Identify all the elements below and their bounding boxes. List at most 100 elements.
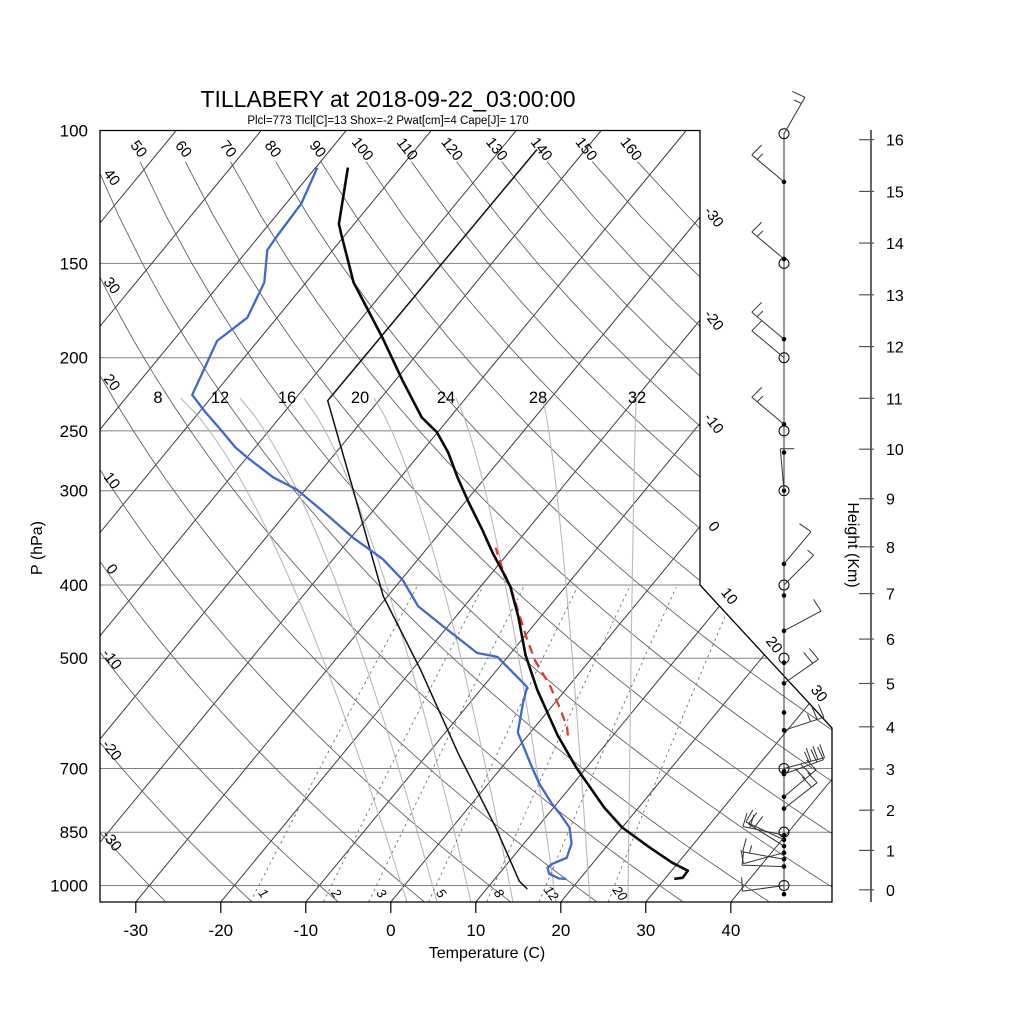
wind-barb <box>783 599 822 632</box>
temp-tick-label: 40 <box>721 921 740 940</box>
dry-adiabat-top-label: 50 <box>127 137 151 161</box>
dry-adiabat-top-label: 160 <box>616 134 645 164</box>
height-tick-label: 14 <box>886 236 904 253</box>
wind-barb <box>783 746 824 775</box>
height-tick-label: 10 <box>886 442 904 459</box>
chart-parameters-line: Plcl=773 Tlcl[C]=13 Shox=-2 Pwat[cm]=4 C… <box>247 115 528 127</box>
wind-level-dot <box>781 891 787 897</box>
wind-level-circle <box>778 128 790 140</box>
temp-tick-label: -20 <box>209 921 234 940</box>
isotherm-line <box>0 131 91 903</box>
dry-adiabat-line <box>411 161 832 902</box>
height-tick-label: 11 <box>886 391 903 408</box>
height-tick-label: 0 <box>886 883 895 900</box>
wind-level-circle <box>778 425 790 437</box>
height-axis-title: Height (Km) <box>844 502 861 587</box>
isotherm-edge-label: 10 <box>717 585 741 609</box>
temp-tick-label: 0 <box>386 921 395 940</box>
mixing-ratio-label: 5 <box>433 886 450 902</box>
height-tick-label: 3 <box>886 762 895 779</box>
wind-barb <box>783 744 826 769</box>
wind-barb <box>748 812 785 847</box>
pressure-tick-label: 150 <box>60 254 88 273</box>
dewpoint-curve <box>191 167 573 880</box>
height-tick-label: 1 <box>886 843 895 860</box>
background-grid <box>0 130 832 903</box>
isotherm-edge-label: 30 <box>807 682 831 706</box>
wind-barb-column <box>740 90 826 897</box>
wind-barb <box>751 387 785 425</box>
pressure-tick-label: 400 <box>60 576 88 595</box>
dry-adiabat-top-label: 130 <box>482 134 511 164</box>
dry-adiabat-line <box>320 161 832 902</box>
moist-adiabat-label: 32 <box>628 389 646 407</box>
dry-adiabat-top-label: 150 <box>572 134 601 164</box>
isotherm-edge-label: 20 <box>762 633 786 657</box>
pressure-tick-label: 200 <box>60 349 88 368</box>
mixing-ratio-label: 3 <box>373 886 390 902</box>
temperature-curve <box>337 167 690 881</box>
isotherm-edge-label: -10 <box>700 410 727 438</box>
dry-adiabat-line <box>100 161 338 902</box>
moist-adiabat-label: 16 <box>278 389 296 407</box>
moist-adiabat-line <box>542 397 591 902</box>
x-axis-title: Temperature (C) <box>429 945 545 962</box>
dry-adiabat-left-label: -10 <box>98 646 125 674</box>
wind-barb <box>741 851 785 868</box>
height-tick-label: 6 <box>886 632 895 649</box>
isotherm-line <box>100 130 687 902</box>
wind-barb <box>742 838 785 860</box>
mixing-ratio-label: 1 <box>255 886 271 901</box>
dry-adiabat-top-label: 60 <box>171 137 195 161</box>
mixing-ratio-label: 2 <box>328 885 345 901</box>
height-tick-label: 13 <box>886 288 904 305</box>
dry-adiabat-line <box>100 161 597 902</box>
moist-adiabat-label: 20 <box>351 389 369 407</box>
dry-adiabat-left-label: 10 <box>100 469 124 493</box>
wind-barb <box>740 849 785 865</box>
dry-adiabat-line <box>501 161 832 902</box>
dry-adiabat-left-label: 0 <box>102 561 121 578</box>
height-tick-label: 12 <box>886 340 904 357</box>
wind-barb <box>751 221 785 260</box>
wind-barb <box>783 90 806 134</box>
isotherm-line <box>645 130 832 902</box>
dry-adiabat-left-label: 20 <box>100 371 124 395</box>
dry-adiabat-top-label: 70 <box>216 137 240 161</box>
wind-barb <box>751 320 785 359</box>
height-tick-label: 15 <box>886 184 904 201</box>
mixing-ratio-line <box>428 586 578 902</box>
wind-barb <box>751 144 785 183</box>
isotherm-line <box>0 131 6 903</box>
wind-level-dot <box>781 710 787 715</box>
wind-barb <box>783 759 817 798</box>
chart-title: TILLABERY at 2018-09-22_03:00:00 <box>200 86 575 112</box>
height-tick-label: 7 <box>886 587 895 604</box>
sounding-curves <box>191 149 690 890</box>
temp-tick-label: -30 <box>124 921 149 940</box>
isotherm-line <box>135 130 772 902</box>
wind-barb <box>751 301 785 340</box>
dry-adiabat-top-label: 100 <box>348 134 377 164</box>
moist-adiabat-label: 28 <box>529 389 547 407</box>
dry-adiabat-line <box>100 161 769 902</box>
moist-adiabat-line <box>239 397 438 902</box>
dry-adiabat-line <box>100 161 252 902</box>
moist-adiabat-label: 8 <box>153 389 162 407</box>
mixing-ratio-line <box>368 586 525 902</box>
wind-level-dot <box>781 628 787 634</box>
isotherm-line <box>100 130 602 902</box>
moist-adiabat-line <box>180 397 408 902</box>
wind-barb <box>745 809 785 841</box>
mixing-ratio-label: 12 <box>541 883 562 904</box>
moist-adiabat-line <box>303 397 472 902</box>
temp-tick-label: 30 <box>636 921 655 940</box>
dry-adiabat-left-label: -30 <box>98 827 125 855</box>
isotherm-line <box>100 130 177 902</box>
temp-tick-label: 20 <box>551 921 570 940</box>
pressure-tick-label: 100 <box>60 121 88 140</box>
dry-adiabat-top-label: 120 <box>437 134 466 164</box>
